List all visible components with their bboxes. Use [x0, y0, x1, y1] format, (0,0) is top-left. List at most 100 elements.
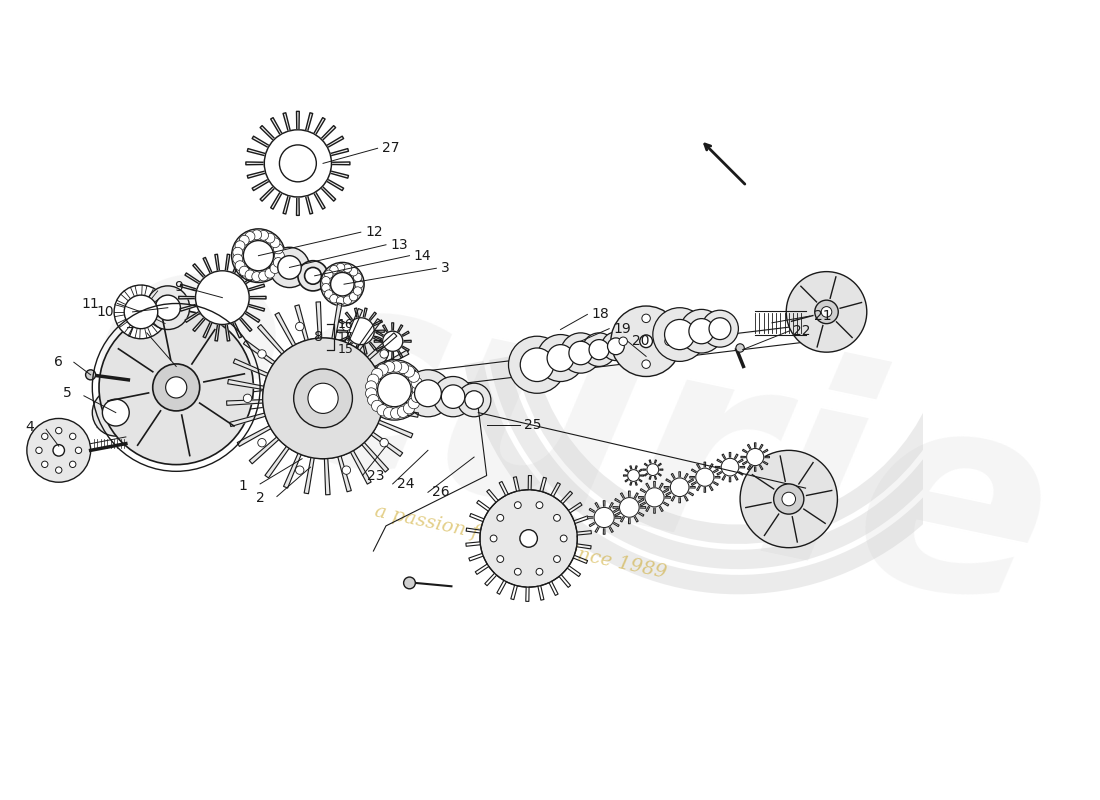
Circle shape	[55, 427, 62, 434]
Circle shape	[296, 322, 304, 330]
Text: 10: 10	[97, 305, 114, 319]
Circle shape	[680, 310, 724, 353]
Circle shape	[196, 270, 250, 325]
Text: 22: 22	[793, 324, 811, 338]
Polygon shape	[624, 466, 644, 486]
Text: 13: 13	[390, 238, 408, 252]
Circle shape	[343, 296, 352, 304]
Text: 25: 25	[525, 418, 542, 432]
Circle shape	[350, 267, 358, 276]
Circle shape	[275, 250, 285, 261]
Circle shape	[689, 318, 714, 344]
Polygon shape	[715, 453, 745, 482]
Text: 12: 12	[365, 225, 383, 239]
Circle shape	[553, 556, 560, 562]
Circle shape	[273, 244, 283, 254]
Circle shape	[308, 383, 338, 414]
Circle shape	[537, 334, 584, 382]
Circle shape	[42, 461, 48, 467]
Circle shape	[245, 231, 255, 242]
Circle shape	[102, 399, 129, 426]
Circle shape	[390, 408, 402, 419]
Polygon shape	[227, 302, 419, 494]
Circle shape	[372, 368, 383, 379]
Text: 21: 21	[814, 309, 832, 323]
Circle shape	[240, 266, 250, 276]
Circle shape	[330, 294, 338, 303]
Circle shape	[279, 145, 317, 182]
Circle shape	[619, 337, 627, 346]
Circle shape	[433, 377, 473, 417]
Polygon shape	[374, 323, 411, 360]
Circle shape	[235, 261, 245, 270]
Circle shape	[298, 261, 328, 291]
Text: 17: 17	[338, 330, 353, 343]
Circle shape	[271, 264, 279, 274]
Circle shape	[245, 270, 255, 280]
Circle shape	[270, 247, 309, 287]
Text: 18: 18	[592, 307, 609, 322]
Polygon shape	[246, 111, 350, 215]
Polygon shape	[338, 308, 384, 354]
Circle shape	[42, 433, 48, 439]
Circle shape	[397, 362, 408, 374]
Circle shape	[696, 468, 714, 486]
Circle shape	[305, 267, 321, 284]
Circle shape	[404, 402, 415, 414]
Circle shape	[337, 297, 344, 305]
Circle shape	[664, 337, 673, 346]
Circle shape	[257, 438, 266, 447]
Circle shape	[36, 447, 42, 454]
Circle shape	[497, 556, 504, 562]
Circle shape	[265, 268, 275, 278]
Polygon shape	[664, 472, 695, 502]
Circle shape	[645, 488, 664, 507]
Circle shape	[619, 498, 639, 518]
Circle shape	[26, 418, 90, 482]
Circle shape	[404, 366, 415, 378]
Circle shape	[628, 470, 639, 482]
Polygon shape	[639, 482, 670, 514]
Circle shape	[240, 235, 250, 245]
Circle shape	[520, 348, 553, 382]
Circle shape	[271, 238, 279, 248]
Text: 15: 15	[338, 343, 353, 356]
Circle shape	[359, 336, 388, 366]
Circle shape	[647, 464, 659, 475]
Circle shape	[355, 280, 363, 289]
Circle shape	[441, 385, 465, 408]
Text: 20: 20	[631, 334, 649, 348]
Circle shape	[515, 502, 521, 509]
Circle shape	[408, 371, 419, 382]
Circle shape	[124, 295, 157, 329]
Circle shape	[736, 344, 745, 352]
Text: 8: 8	[315, 330, 323, 344]
Circle shape	[607, 338, 625, 354]
Circle shape	[384, 407, 395, 418]
Circle shape	[497, 514, 504, 522]
Circle shape	[379, 350, 388, 358]
Circle shape	[582, 333, 616, 366]
Circle shape	[815, 300, 838, 324]
Circle shape	[258, 230, 268, 240]
Circle shape	[265, 233, 275, 243]
Text: ecurie: ecurie	[67, 201, 1074, 666]
Circle shape	[642, 360, 650, 368]
Circle shape	[536, 568, 543, 575]
Circle shape	[263, 338, 384, 458]
Text: 1: 1	[239, 478, 248, 493]
Circle shape	[321, 283, 330, 292]
Circle shape	[155, 295, 180, 320]
Circle shape	[257, 350, 266, 358]
Circle shape	[652, 308, 706, 362]
Text: 4: 4	[25, 420, 34, 434]
Circle shape	[146, 286, 189, 330]
Circle shape	[235, 241, 245, 250]
Circle shape	[324, 270, 333, 278]
Circle shape	[243, 394, 252, 402]
Circle shape	[294, 369, 352, 428]
Text: 26: 26	[432, 486, 450, 499]
Circle shape	[594, 507, 614, 527]
Circle shape	[252, 230, 262, 240]
Circle shape	[412, 384, 424, 395]
